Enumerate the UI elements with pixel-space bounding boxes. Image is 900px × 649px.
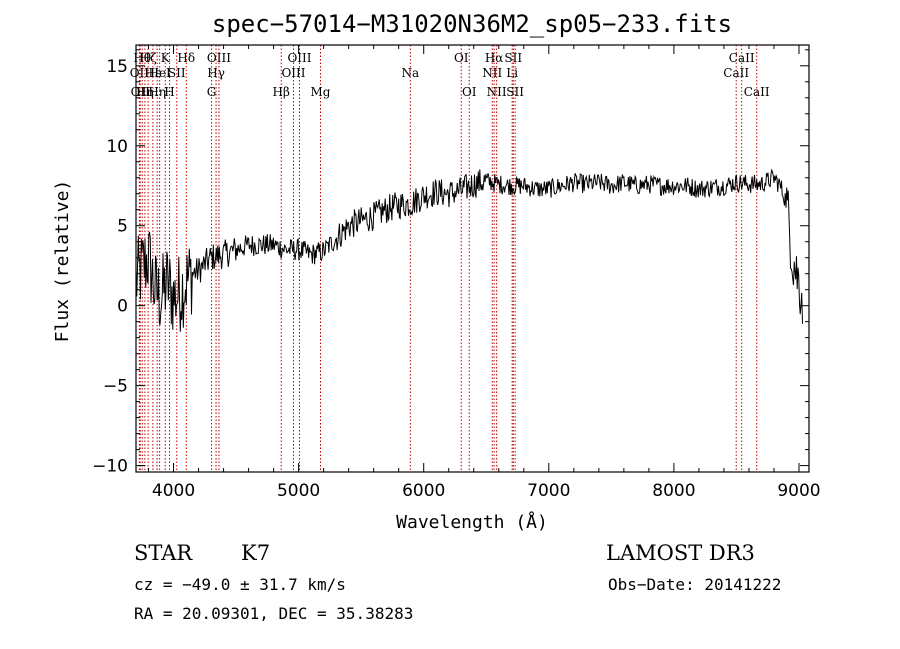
emission-line-labels: OIIOIIHθHηHζHεHηHeIKHSIIHδGHγOIIIHβOIIIO… [130, 51, 770, 99]
emission-line-label: K [161, 51, 171, 65]
x-tick-label: 8000 [652, 481, 695, 501]
emission-line-label: SII [168, 66, 186, 80]
x-tick-label: 7000 [527, 481, 570, 501]
y-tick-label: −10 [92, 457, 128, 477]
emission-line-label: Hε [145, 66, 162, 80]
emission-line-label: CaII [744, 85, 770, 99]
object-class: STAR [134, 541, 193, 565]
x-axis-ticks: 4000 5000 6000 7000 8000 9000 [148, 45, 821, 501]
emission-line-label: H [164, 85, 174, 99]
emission-line-label: NII [487, 85, 507, 99]
emission-line-label: Na [402, 66, 420, 80]
emission-line-label: Li [506, 66, 518, 80]
emission-line-label: Hδ [177, 51, 195, 65]
emission-line-label: SII [504, 51, 522, 65]
y-axis-label: Flux (relative) [52, 180, 73, 343]
emission-line-label: Hη [136, 85, 154, 99]
y-tick-label: 15 [106, 57, 128, 77]
survey-name: LAMOST DR3 [606, 541, 755, 565]
x-tick-label: 4000 [152, 481, 195, 501]
x-tick-label: 9000 [777, 481, 820, 501]
emission-line-label: Hγ [207, 66, 225, 80]
y-tick-label: 0 [117, 297, 128, 317]
y-tick-label: 5 [117, 217, 128, 237]
coordinates: RA = 20.09301, DEC = 35.38283 [134, 604, 413, 623]
emission-line-label: CaII [723, 66, 749, 80]
plot-frame [135, 44, 810, 473]
observation-date: Obs−Date: 20141222 [608, 575, 781, 594]
emission-line-label: OI [454, 51, 469, 65]
x-axis-label: Wavelength (Å) [396, 511, 548, 533]
emission-line-label: G [207, 85, 217, 99]
emission-line-label: OI [462, 85, 477, 99]
object-subclass: K7 [241, 541, 270, 565]
x-tick-label: 5000 [277, 481, 320, 501]
emission-line-label: SII [506, 85, 524, 99]
x-tick-label: 6000 [402, 481, 445, 501]
emission-line-label: Mg [311, 85, 331, 99]
chart-title: spec−57014−M31020N36M2_sp05−233.fits [212, 10, 732, 38]
emission-line-label: Hζ [140, 51, 157, 65]
emission-line-label: Hη [148, 85, 166, 99]
emission-line-label: OIII [287, 51, 311, 65]
emission-line-markers [138, 45, 758, 472]
y-tick-label: −5 [103, 377, 128, 397]
emission-line-label: Hθ [133, 51, 151, 65]
y-tick-label: 10 [106, 137, 128, 157]
spectrum-line [135, 168, 803, 332]
emission-line-label: OIII [207, 51, 231, 65]
emission-line-label: NII [482, 66, 502, 80]
emission-line-label: HeI [148, 66, 171, 80]
emission-line-label: Hβ [273, 85, 290, 99]
emission-line-label: Hα [485, 51, 504, 65]
redshift-velocity: cz = −49.0 ± 31.7 km/s [134, 575, 346, 594]
y-axis-ticks: −10 −5 0 5 10 15 [92, 49, 809, 477]
emission-line-label: CaII [729, 51, 755, 65]
emission-line-label: OII [130, 66, 150, 80]
emission-line-label: OIII [281, 66, 305, 80]
